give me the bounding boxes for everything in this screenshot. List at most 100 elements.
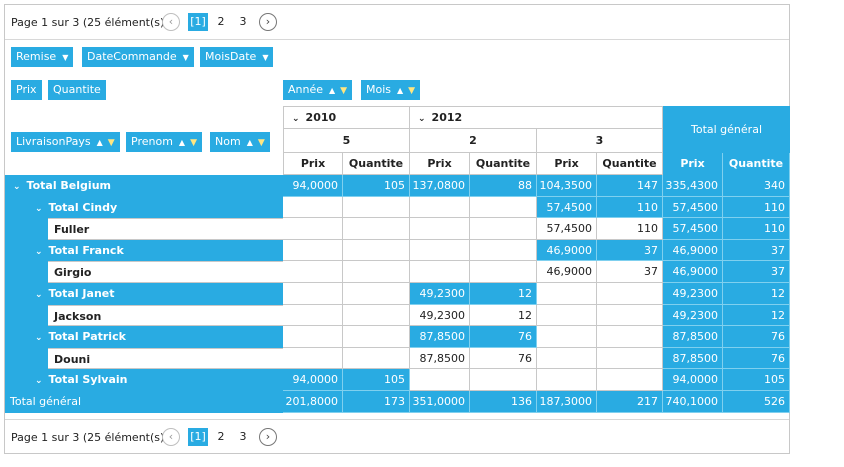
- data-cell: [537, 283, 597, 305]
- chevron-left-icon[interactable]: ‹: [162, 428, 180, 446]
- data-cell: [597, 304, 663, 327]
- pager-page-2[interactable]: 2: [217, 430, 225, 443]
- pager-page-2[interactable]: 2: [217, 15, 225, 28]
- row-label-text: Total général: [10, 395, 81, 408]
- data-field-quantite[interactable]: Quantite: [48, 80, 106, 100]
- data-cell: [343, 283, 410, 305]
- data-cell: [343, 196, 410, 219]
- column-field-annee[interactable]: Année ▲ ▼: [283, 80, 353, 100]
- pager-page-3[interactable]: 3: [239, 430, 247, 443]
- column-header-year-2012[interactable]: ⌄ 2012: [410, 106, 663, 129]
- filter-field-remise[interactable]: Remise ▼: [11, 47, 74, 67]
- chevron-left-icon[interactable]: ‹: [162, 13, 180, 31]
- row-label-total[interactable]: ⌄ Total Patrick: [27, 326, 283, 348]
- data-cell: [537, 326, 597, 348]
- data-cell: 340: [723, 175, 790, 197]
- measure-header-prix[interactable]: Prix: [410, 153, 470, 175]
- data-field-prix[interactable]: Prix: [11, 80, 42, 100]
- row-field-prenom[interactable]: Prenom ▲ ▼: [126, 132, 202, 152]
- data-cell: 335,4300: [663, 175, 723, 197]
- data-cell: [410, 196, 470, 219]
- measure-header-prix[interactable]: Prix: [663, 153, 723, 175]
- data-cell: [410, 261, 470, 283]
- filter-icon[interactable]: ▼: [262, 53, 269, 62]
- measure-header-prix[interactable]: Prix: [537, 153, 597, 175]
- data-cell: 76: [723, 347, 790, 370]
- row-label-total[interactable]: ⌄ Total Janet: [27, 283, 283, 305]
- grand-total-cell: 201,8000: [283, 391, 343, 413]
- sort-asc-icon[interactable]: ▲: [397, 86, 404, 95]
- data-cell: 105: [343, 369, 410, 391]
- data-cell: 105: [723, 369, 790, 391]
- pager-current-page[interactable]: [1]: [188, 428, 208, 446]
- row-field-livraisonpays[interactable]: LivraisonPays ▲ ▼: [11, 132, 120, 152]
- row-label-text: Total Belgium: [26, 179, 111, 192]
- field-label: DateCommande: [87, 50, 177, 63]
- measure-header-quantite[interactable]: Quantite: [470, 153, 537, 175]
- data-cell: 37: [597, 261, 663, 283]
- chevron-right-icon[interactable]: ›: [259, 13, 277, 31]
- data-cell: 57,4500: [663, 218, 723, 240]
- chevron-down-icon[interactable]: ⌄: [35, 246, 43, 257]
- pager-info: Page 1 sur 3 (25 élément(s)): [11, 431, 169, 444]
- filter-icon[interactable]: ▼: [182, 53, 189, 62]
- data-cell: 110: [723, 218, 790, 240]
- chevron-down-icon[interactable]: ⌄: [35, 333, 43, 344]
- data-cell: 46,9000: [663, 239, 723, 262]
- chevron-down-icon[interactable]: ⌄: [418, 114, 426, 124]
- filter-icon[interactable]: ▼: [257, 138, 265, 148]
- data-cell: [283, 239, 343, 262]
- sort-asc-icon[interactable]: ▲: [329, 86, 336, 95]
- data-cell: 87,8500: [410, 326, 470, 348]
- chevron-down-icon[interactable]: ⌄: [35, 203, 43, 214]
- chevron-down-icon[interactable]: ⌄: [13, 182, 21, 192]
- chevron-down-icon[interactable]: ⌄: [35, 376, 43, 387]
- grand-total-cell: 173: [343, 391, 410, 413]
- filter-icon[interactable]: ▼: [107, 138, 115, 148]
- row-label-total[interactable]: ⌄ Total Cindy: [27, 196, 283, 219]
- filter-icon[interactable]: ▼: [190, 138, 197, 148]
- data-cell: [410, 218, 470, 240]
- filter-field-datecommande[interactable]: DateCommande ▼: [82, 47, 194, 67]
- row-label-text: Jackson: [54, 309, 102, 323]
- data-cell: [470, 196, 537, 219]
- column-field-mois[interactable]: Mois ▲ ▼: [361, 80, 421, 100]
- grand-total-row-label: Total général: [5, 391, 283, 413]
- measure-header-quantite[interactable]: Quantite: [597, 153, 663, 175]
- row-label-leaf: Jackson: [48, 304, 283, 327]
- sort-asc-icon[interactable]: ▲: [178, 138, 186, 147]
- column-header-month-2[interactable]: 2: [410, 129, 537, 153]
- data-cell: 46,9000: [663, 261, 723, 283]
- chevron-right-icon[interactable]: ›: [259, 428, 277, 446]
- data-cell: 12: [723, 304, 790, 327]
- data-cell: [597, 369, 663, 391]
- filter-field-moisdate[interactable]: MoisDate ▼: [200, 47, 274, 67]
- measure-header-quantite[interactable]: Quantite: [343, 153, 410, 175]
- row-label-text: Total Sylvain: [48, 373, 128, 387]
- data-cell: [283, 261, 343, 283]
- measure-header-quantite[interactable]: Quantite: [723, 153, 790, 175]
- row-label-total[interactable]: ⌄ Total Belgium: [5, 175, 283, 197]
- pager-current-page[interactable]: [1]: [188, 13, 208, 31]
- row-field-nom[interactable]: Nom ▲ ▼: [210, 132, 270, 152]
- filter-icon[interactable]: ▼: [340, 86, 348, 96]
- pager-page-3[interactable]: 3: [239, 15, 247, 28]
- measure-header-prix[interactable]: Prix: [283, 153, 343, 175]
- column-header-month-5[interactable]: 5: [283, 129, 410, 153]
- data-cell: [283, 218, 343, 240]
- filter-icon[interactable]: ▼: [62, 53, 69, 62]
- chevron-down-icon[interactable]: ⌄: [35, 290, 43, 300]
- sort-asc-icon[interactable]: ▲: [96, 138, 103, 147]
- row-label-total[interactable]: ⌄ Total Sylvain: [27, 369, 283, 391]
- row-label-leaf: Girgio: [48, 261, 283, 283]
- column-header-year-2010[interactable]: ⌄ 2010: [283, 106, 410, 129]
- sort-asc-icon[interactable]: ▲: [246, 138, 253, 147]
- chevron-down-icon[interactable]: ⌄: [292, 114, 300, 124]
- row-label-total[interactable]: ⌄ Total Franck: [27, 239, 283, 262]
- data-cell: 49,2300: [663, 304, 723, 327]
- field-label: Année: [288, 83, 324, 96]
- data-cell: [343, 347, 410, 370]
- data-cell: 46,9000: [537, 261, 597, 283]
- filter-icon[interactable]: ▼: [408, 86, 416, 96]
- column-header-month-3[interactable]: 3: [537, 129, 663, 153]
